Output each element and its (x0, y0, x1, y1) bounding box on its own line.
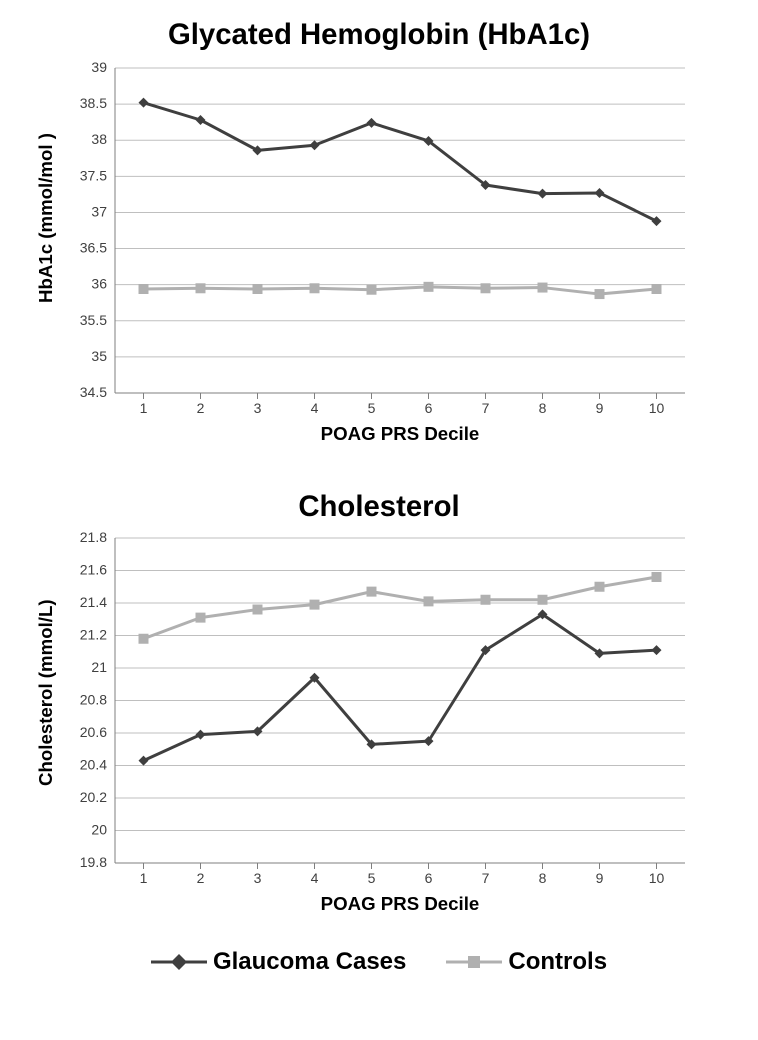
chart-chol: 19.82020.220.420.620.82121.221.421.621.8… (57, 532, 691, 899)
svg-text:34.5: 34.5 (80, 384, 107, 400)
legend: Glaucoma Cases Controls (0, 948, 758, 976)
svg-text:36.5: 36.5 (80, 240, 107, 256)
svg-text:4: 4 (311, 870, 319, 886)
svg-text:20.8: 20.8 (80, 692, 107, 708)
svg-text:19.8: 19.8 (80, 854, 107, 870)
svg-text:1: 1 (140, 400, 148, 416)
svg-text:37: 37 (91, 203, 107, 219)
svg-text:20.6: 20.6 (80, 724, 107, 740)
chart-hba1c: 34.5 35 35.5 36 36.5 37 37.5 38 38.5 39 1 2 3 4 5 6 7 8 9 1… (57, 62, 691, 429)
svg-text:1: 1 (140, 870, 148, 886)
svg-text:9: 9 (596, 400, 604, 416)
svg-text:36: 36 (91, 276, 107, 292)
svg-text:5: 5 (368, 400, 376, 416)
chart-title-hba1c: Glycated Hemoglobin (HbA1c) (0, 18, 758, 52)
y-axis-label-hba1c: HbA1c (mmol/mol ) (35, 133, 57, 303)
svg-text:21.2: 21.2 (80, 627, 107, 643)
svg-text:21.4: 21.4 (80, 594, 107, 610)
svg-text:2: 2 (197, 400, 205, 416)
svg-text:21.6: 21.6 (80, 562, 107, 578)
svg-text:8: 8 (539, 400, 547, 416)
svg-text:3: 3 (254, 400, 262, 416)
svg-text:9: 9 (596, 870, 604, 886)
svg-text:39: 39 (91, 62, 107, 75)
legend-item-controls: Controls (446, 948, 607, 976)
svg-text:10: 10 (649, 400, 665, 416)
chart-title-chol: Cholesterol (0, 490, 758, 524)
svg-text:10: 10 (649, 870, 665, 886)
legend-label-cases: Glaucoma Cases (213, 948, 406, 976)
legend-marker-controls (446, 952, 502, 972)
svg-text:6: 6 (425, 400, 433, 416)
legend-marker-cases (151, 952, 207, 972)
svg-text:4: 4 (311, 400, 319, 416)
svg-text:20.4: 20.4 (80, 757, 107, 773)
svg-text:38.5: 38.5 (80, 95, 107, 111)
svg-text:35: 35 (91, 348, 107, 364)
svg-text:21.8: 21.8 (80, 532, 107, 545)
legend-item-cases: Glaucoma Cases (151, 948, 406, 976)
svg-text:21: 21 (91, 659, 107, 675)
svg-text:7: 7 (482, 400, 490, 416)
svg-text:6: 6 (425, 870, 433, 886)
svg-text:20: 20 (91, 822, 107, 838)
svg-text:2: 2 (197, 870, 205, 886)
svg-text:38: 38 (91, 131, 107, 147)
svg-text:8: 8 (539, 870, 547, 886)
svg-text:37.5: 37.5 (80, 167, 107, 183)
legend-label-controls: Controls (508, 948, 607, 976)
y-axis-label-chol: Cholesterol (mmol/L) (35, 599, 57, 786)
svg-text:3: 3 (254, 870, 262, 886)
svg-text:20.2: 20.2 (80, 789, 107, 805)
svg-text:5: 5 (368, 870, 376, 886)
svg-text:35.5: 35.5 (80, 312, 107, 328)
svg-text:7: 7 (482, 870, 490, 886)
